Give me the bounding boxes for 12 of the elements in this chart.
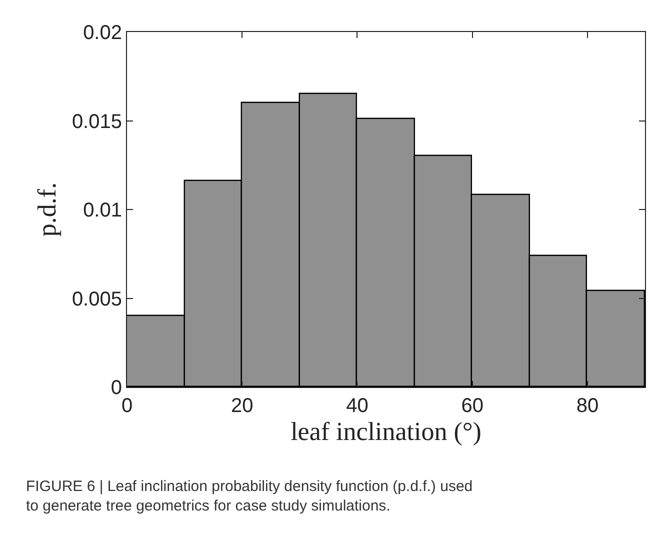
x-tick-label: 60 xyxy=(461,395,484,417)
x-axis-title: leaf inclination (°) xyxy=(290,417,482,446)
y-tick-label: 0.02 xyxy=(83,22,122,44)
y-tick-label: 0.01 xyxy=(83,200,122,222)
caption: FIGURE 6 | Leaf inclination probability density function (p.d.f.) used to generate tree geometrics for case study simulations. xyxy=(26,478,473,514)
y-axis-title: p.d.f. xyxy=(32,182,62,237)
x-tick-label: 20 xyxy=(230,395,254,417)
y-tick-label: 0 xyxy=(110,377,122,399)
y-tick-label: 0.005 xyxy=(72,288,122,310)
y-tick-label: 0.015 xyxy=(72,110,122,133)
x-tick-label: 80 xyxy=(576,395,599,417)
x-tick-label: 40 xyxy=(346,395,368,417)
